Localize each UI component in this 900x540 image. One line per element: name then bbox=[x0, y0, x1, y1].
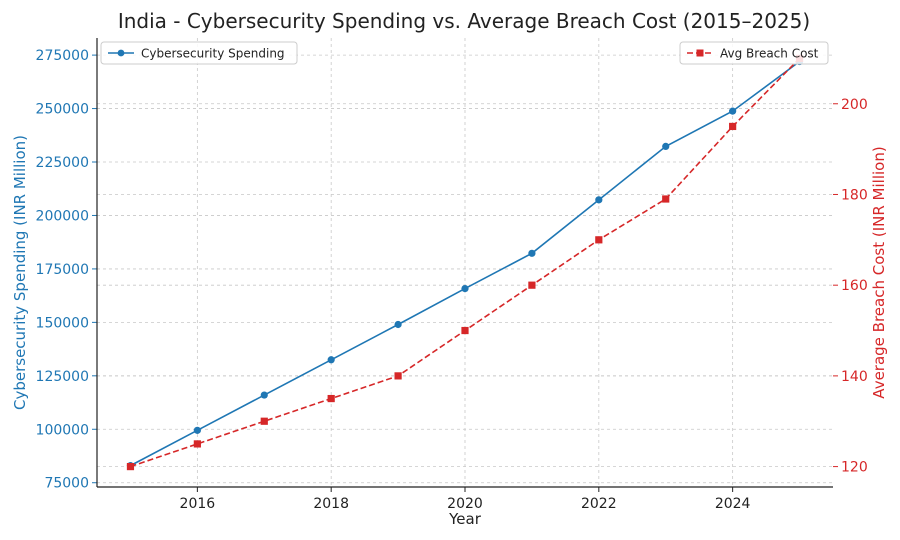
data-point bbox=[394, 320, 402, 329]
legend-label: Cybersecurity Spending bbox=[141, 47, 285, 61]
axes: 2016 2018 2020 2022 2024 75000 100000 125000 150… bbox=[36, 38, 868, 512]
x-tick-label: 2018 bbox=[313, 496, 349, 512]
y-left-tick-label: 225000 bbox=[36, 155, 89, 171]
legend-box bbox=[679, 41, 829, 65]
x-tick-label: 2024 bbox=[715, 496, 751, 512]
x-tick-label: 2020 bbox=[447, 496, 483, 512]
y-left-tick-label: 75000 bbox=[44, 476, 89, 492]
legend-breach: Avg Breach Cost bbox=[679, 41, 829, 65]
x-tick-label: 2022 bbox=[581, 496, 617, 512]
data-point bbox=[193, 440, 201, 448]
y-left-tick-label: 250000 bbox=[36, 102, 89, 118]
data-point bbox=[260, 391, 268, 399]
y-right-tick-label: 200 bbox=[841, 97, 868, 113]
data-point bbox=[461, 284, 469, 293]
data-point bbox=[126, 462, 135, 471]
y-left-tick-label: 275000 bbox=[36, 48, 89, 64]
data-point bbox=[595, 196, 603, 204]
y-left-tick-label: 125000 bbox=[36, 369, 89, 385]
data-point bbox=[662, 142, 670, 151]
legend-label: Avg Breach Cost bbox=[720, 47, 819, 61]
data-point bbox=[327, 356, 335, 364]
data-point bbox=[729, 122, 737, 131]
chart-title: India - Cybersecurity Spending vs. Avera… bbox=[118, 9, 810, 33]
data-point bbox=[394, 372, 402, 380]
y-right-tick-label: 180 bbox=[841, 187, 868, 203]
y-left-tick-label: 200000 bbox=[36, 208, 89, 224]
y-left-tick-label: 175000 bbox=[36, 262, 89, 278]
data-point bbox=[193, 426, 201, 434]
y-right-tick-label: 140 bbox=[841, 369, 868, 385]
data-point bbox=[260, 417, 268, 425]
y-right-tick-label: 120 bbox=[841, 460, 868, 476]
y-left-tick-label: 150000 bbox=[36, 315, 89, 331]
legend-marker bbox=[696, 49, 704, 57]
y-left-tick-label: 100000 bbox=[36, 422, 89, 438]
data-point bbox=[528, 249, 536, 257]
data-point bbox=[662, 195, 670, 203]
y-axis-right-label: Average Breach Cost (INR Million) bbox=[870, 146, 888, 398]
data-point bbox=[729, 107, 737, 115]
data-point bbox=[595, 236, 603, 244]
data-point bbox=[461, 326, 469, 335]
legend-spending: Cybersecurity Spending bbox=[100, 41, 298, 65]
data-point bbox=[327, 394, 335, 403]
grid bbox=[97, 38, 833, 487]
data-point bbox=[528, 281, 536, 289]
x-axis-label: Year bbox=[448, 510, 482, 528]
y-right-tick-label: 160 bbox=[841, 278, 868, 294]
x-tick-label: 2016 bbox=[180, 496, 216, 512]
y-axis-left-label: Cybersecurity Spending (INR Million) bbox=[11, 135, 29, 410]
legend-box bbox=[100, 41, 298, 65]
legend-marker bbox=[117, 49, 125, 57]
